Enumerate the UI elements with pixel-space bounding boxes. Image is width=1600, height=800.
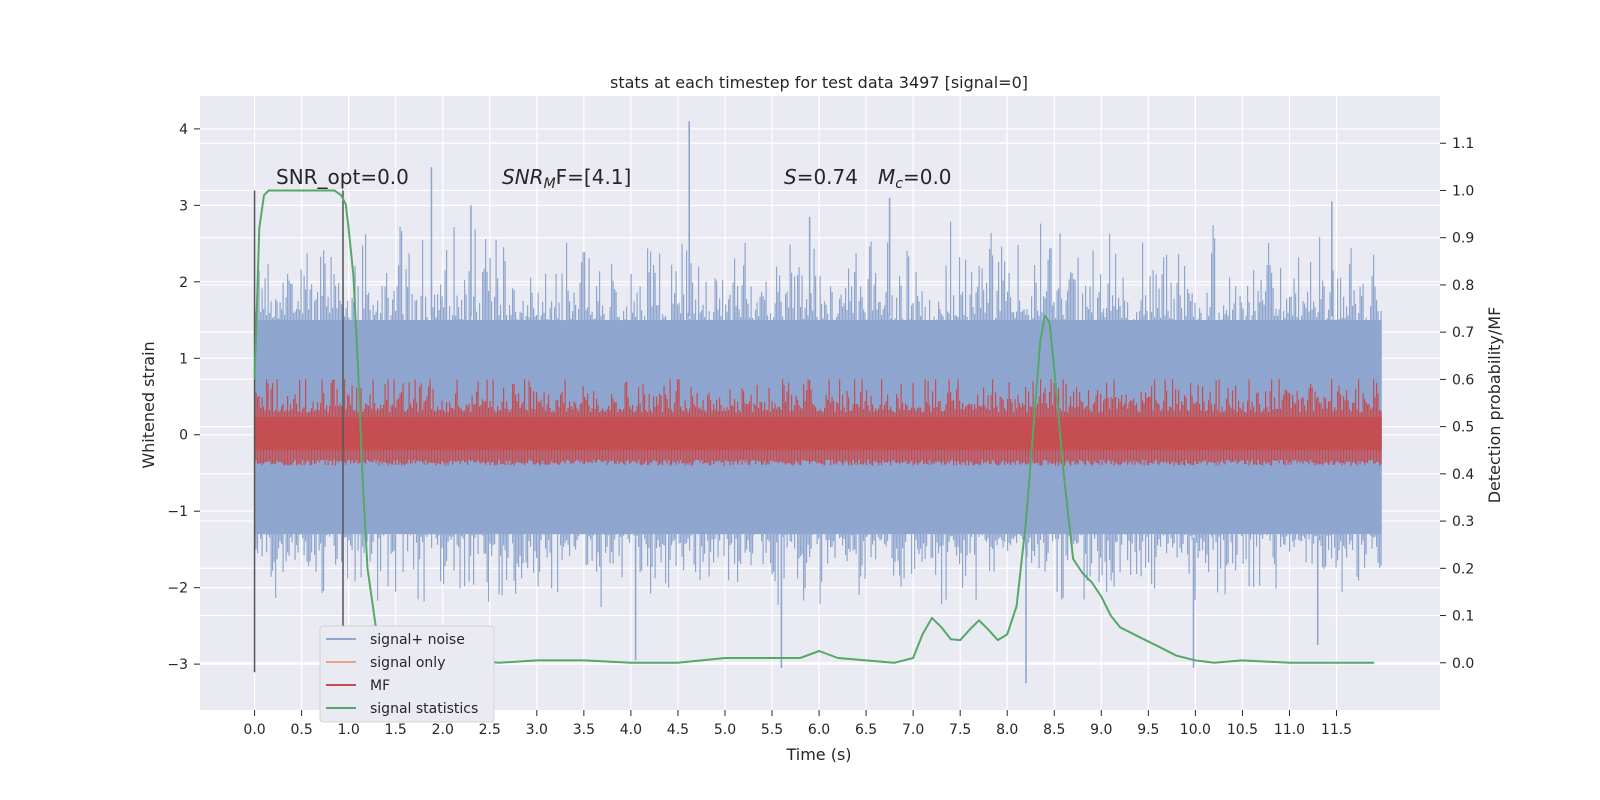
legend-item-mf: MF [326,678,390,694]
x-ticks: 0.0 0.5 1.0 1.5 2.0 2.5 3.0 3.5 4.0 4.5 5.0 5.5 6.0 6… [243,710,1352,738]
x-tick-label: 9.5 [1137,722,1159,738]
y-tick-label: 0 [179,428,188,444]
annotation-snr-opt: SNR_opt=0.0 [276,165,409,189]
annotation-snr-mf: SNRMF=[4.1] [502,165,631,192]
x-tick-label: 2.5 [479,722,501,738]
x-tick-label: 6.0 [808,722,830,738]
y2-tick-label: 1.1 [1452,136,1474,152]
annotation-s: S=0.74 [784,165,858,189]
x-tick-label: 2.0 [432,722,454,738]
y2-tick-label: 0.5 [1452,420,1474,436]
x-tick-label: 1.0 [338,722,360,738]
y2-tick-label: 0.2 [1452,561,1474,577]
x-tick-label: 0.0 [243,722,265,738]
x-tick-label: 8.0 [996,722,1018,738]
x-tick-label: 3.5 [573,722,595,738]
y2-tick-label: 0.9 [1452,231,1474,247]
y-tick-label: 2 [179,275,188,291]
x-tick-label: 4.5 [667,722,689,738]
x-tick-label: 7.0 [902,722,924,738]
y-tick-label: −2 [167,581,188,597]
x-tick-label: 7.5 [949,722,971,738]
legend-item-signal-noise: signal+ noise [326,632,465,648]
legend-item-signal-only: signal only [326,655,445,671]
legend: signal+ noise signal only MF signal stat… [319,625,495,723]
y-tick-label: 3 [179,198,188,214]
mf-series [254,379,1382,466]
x-tick-label: 6.5 [855,722,877,738]
y-tick-label: 4 [179,122,188,138]
y-ticks: −3 −2 −1 0 1 2 3 4 [167,122,200,673]
x-tick-label: 11.5 [1321,722,1352,738]
y2-tick-label: 0.7 [1452,325,1474,341]
x-tick-label: 11.0 [1274,722,1305,738]
legend-label-mf: MF [370,678,390,694]
x-tick-label: 4.0 [620,722,642,738]
y-tick-label: −1 [167,504,188,520]
legend-label-signal-statistics: signal statistics [370,701,478,717]
x-tick-label: 3.0 [526,722,548,738]
y2-tick-label: 0.4 [1452,467,1474,483]
y2-tick-label: 0.8 [1452,278,1474,294]
y2-tick-label: 0.0 [1452,656,1474,672]
legend-label-signal-noise: signal+ noise [370,632,465,648]
signal-statistics-line [253,189,1375,664]
y2-tick-label: 0.3 [1452,514,1474,530]
y-tick-label: 1 [179,351,188,367]
legend-label-signal-only: signal only [370,655,445,671]
x-tick-label: 9.0 [1090,722,1112,738]
x-tick-label: 8.5 [1043,722,1065,738]
y-axis-label: Whitened strain [139,341,158,468]
annotation-mc: Mc=0.0 [878,165,952,192]
signal-statistics-series [253,189,1375,664]
chart-title: stats at each timestep for test data 349… [610,73,1028,92]
x-tick-label: 5.5 [761,722,783,738]
y-tick-label: −3 [167,657,188,673]
x-tick-label: 1.5 [385,722,407,738]
x-tick-label: 10.5 [1227,722,1258,738]
x-tick-label: 0.5 [290,722,312,738]
x-axis-label: Time (s) [785,745,851,764]
y2-tick-label: 0.1 [1452,609,1474,625]
x-tick-label: 10.0 [1180,722,1211,738]
y2-tick-label: 0.6 [1452,372,1474,388]
vertical-markers [253,190,344,673]
legend-item-signal-statistics: signal statistics [326,701,478,717]
legend-box [319,625,495,723]
x-tick-label: 5.0 [714,722,736,738]
y2-ticks: 0.0 0.1 0.2 0.3 0.4 0.5 0.6 0.7 0.8 0.9 1.0 1.1 [1440,136,1474,672]
y2-axis-label: Detection probability/MF [1485,307,1504,504]
y2-tick-label: 1.0 [1452,183,1474,199]
